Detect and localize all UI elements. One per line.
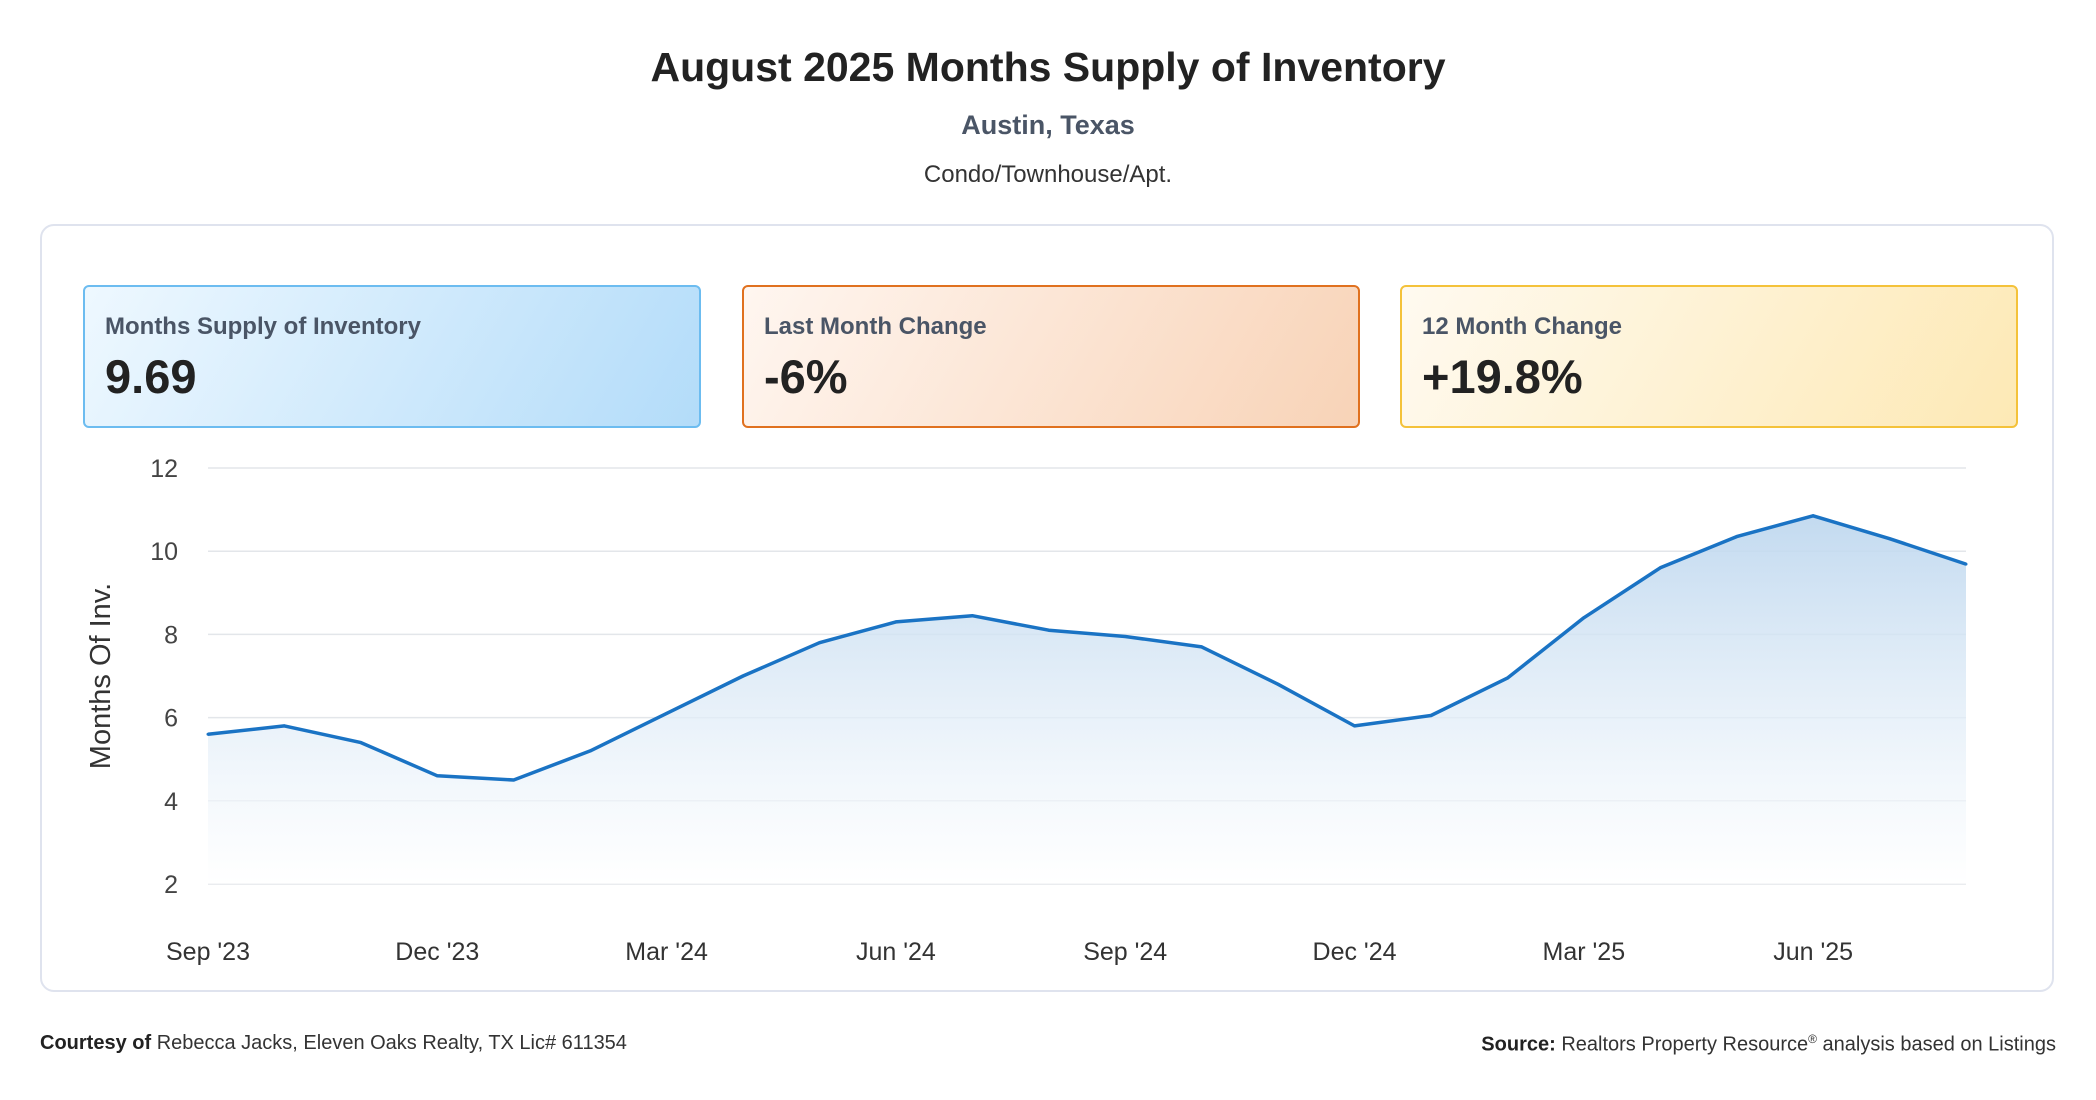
data-point <box>359 741 363 745</box>
courtesy-text: Rebecca Jacks, Eleven Oaks Realty, TX Li… <box>156 1032 627 1054</box>
months-supply-card: Months Supply of Inventory 9.69 <box>83 285 701 428</box>
data-point <box>1735 535 1739 539</box>
months-supply-value: 9.69 <box>105 350 197 403</box>
last-month-change-value: -6% <box>764 350 848 403</box>
data-point <box>282 724 286 728</box>
data-point <box>970 614 974 618</box>
data-point <box>1123 635 1127 638</box>
y-axis-label: Months Of Inv. <box>85 583 117 769</box>
x-tick-label: Jun '24 <box>856 938 936 966</box>
location-subtitle: Austin, Texas <box>961 110 1135 140</box>
data-point <box>1505 676 1509 680</box>
x-tick-label: Sep '23 <box>166 938 250 966</box>
data-point <box>1811 514 1815 518</box>
y-tick-label: 12 <box>150 455 178 483</box>
data-point <box>1429 714 1433 717</box>
data-point <box>1658 566 1662 570</box>
data-point <box>818 641 821 645</box>
chart-title: August 2025 Months Supply of Inventory <box>650 44 1446 90</box>
y-tick-label: 6 <box>164 705 178 733</box>
x-tick-label: Sep '24 <box>1083 938 1167 966</box>
registered-mark: ® <box>1808 1032 1817 1046</box>
property-type-label: Condo/Townhouse/Apt. <box>923 161 1173 188</box>
data-point <box>894 620 898 624</box>
data-point <box>588 749 592 753</box>
inventory-line-chart: 2 4 6 8 10 12 Sep '23 Dec '23 Mar '24 Jun '24 Sep… <box>85 455 1968 966</box>
months-supply-label: Months Supply of Inventory <box>105 313 421 340</box>
twelve-month-change-card: 12 Month Change +19.8% <box>1400 285 2018 428</box>
data-point <box>741 674 745 678</box>
twelve-month-change-value: +19.8% <box>1422 350 1583 403</box>
data-point <box>206 732 210 736</box>
last-month-change-card: Last Month Change -6% <box>742 285 1360 428</box>
courtesy-footer: Courtesy of Rebecca Jacks, Eleven Oaks R… <box>40 1032 627 1055</box>
data-point <box>1582 616 1586 620</box>
data-point <box>1888 537 1892 541</box>
series-area <box>208 515 1966 884</box>
y-tick-label: 10 <box>150 538 178 566</box>
source-text-suffix: analysis based on Listings <box>1822 1033 2056 1056</box>
data-point <box>665 711 669 715</box>
series-line <box>207 514 1967 782</box>
data-point <box>1964 562 1968 566</box>
source-text: Realtors Property Resource <box>1561 1033 1809 1056</box>
data-point <box>435 774 439 778</box>
courtesy-label: Courtesy of <box>40 1032 152 1054</box>
last-month-change-label: Last Month Change <box>764 313 987 340</box>
twelve-month-change-label: 12 Month Change <box>1422 313 1623 340</box>
data-point <box>1276 682 1280 686</box>
data-point <box>1353 724 1356 728</box>
y-tick-label: 8 <box>164 621 178 649</box>
x-tick-label: Jun '25 <box>1773 938 1853 966</box>
x-tick-label: Mar '24 <box>625 938 708 966</box>
data-point <box>1047 628 1051 632</box>
data-point <box>512 778 516 782</box>
source-footer: Source: Realtors Property Resource® anal… <box>1481 1032 2056 1057</box>
x-tick-label: Dec '23 <box>395 938 479 966</box>
source-label: Source: <box>1481 1033 1556 1056</box>
x-tick-label: Dec '24 <box>1313 938 1397 966</box>
y-tick-label: 2 <box>164 871 178 899</box>
x-tick-label: Mar '25 <box>1543 938 1626 966</box>
data-point <box>1200 645 1204 649</box>
y-tick-label: 4 <box>164 788 178 816</box>
